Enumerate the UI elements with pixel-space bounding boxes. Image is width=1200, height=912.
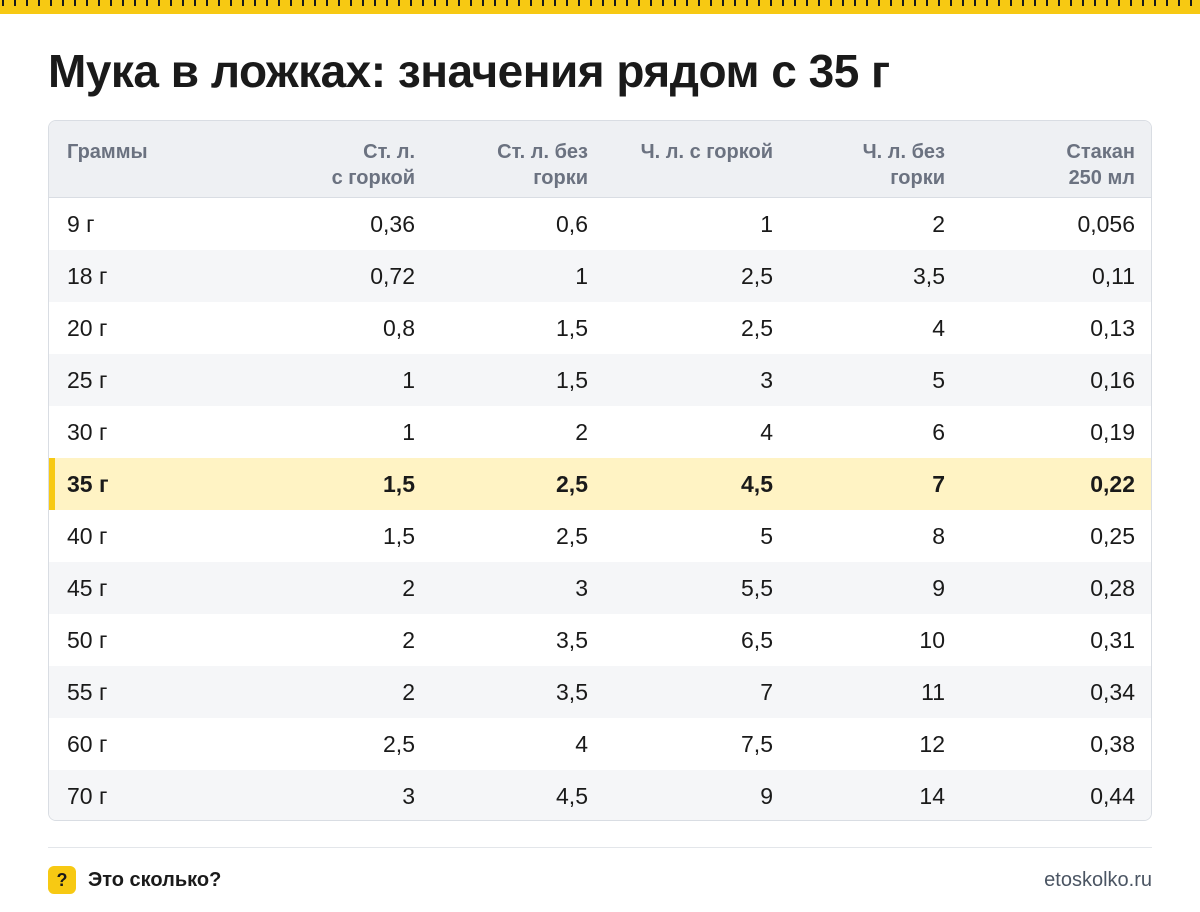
table-row: 60 г 2,5 4 7,5 12 0,38 xyxy=(49,718,1151,770)
cell-grams: 50 г xyxy=(67,626,108,653)
cell-tbsp-level: 2 xyxy=(575,418,588,445)
cell-tbsp-heaped: 2 xyxy=(402,574,415,601)
cell-grams: 55 г xyxy=(67,678,108,705)
header-cup-250ml: Стакан 250 мл xyxy=(1066,141,1135,189)
cell-grams: 70 г xyxy=(67,782,108,809)
header-grams: Граммы xyxy=(67,141,148,163)
table-body: 9 г 0,36 0,6 1 2 0,056 18 г 0,72 1 2,5 3,5 0,11 20 г… xyxy=(49,198,1151,820)
header-tbsp-level: Ст. л. без горки xyxy=(497,141,588,189)
cell-tbsp-level: 1,5 xyxy=(556,366,588,393)
cell-grams: 40 г xyxy=(67,522,108,549)
cell-tsp-level: 12 xyxy=(919,730,945,757)
table-header: Граммы Ст. л. с горкой Ст. л. без горки … xyxy=(49,121,1151,198)
cell-tbsp-level: 1 xyxy=(575,262,588,289)
cell-cup-250ml: 0,31 xyxy=(1090,626,1135,653)
cell-tsp-level: 4 xyxy=(932,314,945,341)
table-row: 25 г 1 1,5 3 5 0,16 xyxy=(49,354,1151,406)
table-row: 20 г 0,8 1,5 2,5 4 0,13 xyxy=(49,302,1151,354)
cell-grams: 9 г xyxy=(67,210,95,237)
cell-tbsp-heaped: 1 xyxy=(402,418,415,445)
cell-tbsp-level: 2,5 xyxy=(556,522,588,549)
cell-cup-250ml: 0,25 xyxy=(1090,522,1135,549)
cell-cup-250ml: 0,16 xyxy=(1090,366,1135,393)
cell-tsp-level: 5 xyxy=(932,366,945,393)
table-row: 45 г 2 3 5,5 9 0,28 xyxy=(49,562,1151,614)
cell-grams: 20 г xyxy=(67,314,108,341)
cell-tsp-heaped: 1 xyxy=(760,210,773,237)
cell-tbsp-level: 3,5 xyxy=(556,678,588,705)
cell-tbsp-level: 0,6 xyxy=(556,210,588,237)
cell-tbsp-level: 1,5 xyxy=(556,314,588,341)
cell-cup-250ml: 0,22 xyxy=(1090,470,1135,497)
cell-grams: 35 г xyxy=(67,470,109,497)
cell-tsp-level: 2 xyxy=(932,210,945,237)
brand-name: Это сколько? xyxy=(88,869,222,891)
table-row: 70 г 3 4,5 9 14 0,44 xyxy=(49,770,1151,820)
cell-tbsp-heaped: 1,5 xyxy=(383,522,415,549)
cell-tbsp-heaped: 2,5 xyxy=(383,730,415,757)
cell-tbsp-heaped: 0,8 xyxy=(383,314,415,341)
cell-grams: 60 г xyxy=(67,730,108,757)
table-row: 18 г 0,72 1 2,5 3,5 0,11 xyxy=(49,250,1151,302)
table-row: 9 г 0,36 0,6 1 2 0,056 xyxy=(49,198,1151,250)
cell-grams: 30 г xyxy=(67,418,108,445)
cell-tsp-heaped: 2,5 xyxy=(741,314,773,341)
cell-tsp-heaped: 5 xyxy=(760,522,773,549)
cell-tbsp-heaped: 2 xyxy=(402,678,415,705)
cell-grams: 25 г xyxy=(67,366,108,393)
cell-tbsp-level: 3,5 xyxy=(556,626,588,653)
cell-tsp-heaped: 7 xyxy=(760,678,773,705)
cell-tbsp-level: 3 xyxy=(575,574,588,601)
page-title: Мука в ложках: значения рядом с 35 г xyxy=(48,45,890,97)
header-tbsp-heaped: Ст. л. с горкой xyxy=(331,141,415,189)
table-row: 55 г 2 3,5 7 11 0,34 xyxy=(49,666,1151,718)
question-mark-icon: ? xyxy=(48,866,76,894)
table-row-highlighted: 35 г 1,5 2,5 4,5 7 0,22 xyxy=(49,458,1151,510)
cell-tbsp-heaped: 0,36 xyxy=(370,210,415,237)
cell-tbsp-level: 2,5 xyxy=(556,470,588,497)
cell-tsp-level: 11 xyxy=(921,678,945,705)
ruler-strip xyxy=(0,0,1200,14)
cell-cup-250ml: 0,28 xyxy=(1090,574,1135,601)
cell-cup-250ml: 0,11 xyxy=(1091,262,1135,289)
cell-tbsp-heaped: 1,5 xyxy=(383,470,415,497)
cell-tsp-level: 14 xyxy=(919,782,945,809)
cell-cup-250ml: 0,19 xyxy=(1090,418,1135,445)
cell-cup-250ml: 0,38 xyxy=(1090,730,1135,757)
cell-tsp-heaped: 4,5 xyxy=(741,470,773,497)
cell-tbsp-heaped: 3 xyxy=(402,782,415,809)
cell-grams: 18 г xyxy=(67,262,108,289)
cell-tsp-heaped: 6,5 xyxy=(741,626,773,653)
cell-tsp-heaped: 2,5 xyxy=(741,262,773,289)
cell-tbsp-heaped: 2 xyxy=(402,626,415,653)
cell-tbsp-heaped: 1 xyxy=(402,366,415,393)
footer-divider xyxy=(48,847,1152,848)
cell-tsp-level: 6 xyxy=(932,418,945,445)
header-tsp-heaped: Ч. л. с горкой xyxy=(640,141,773,163)
cell-tbsp-level: 4 xyxy=(575,730,588,757)
cell-tbsp-heaped: 0,72 xyxy=(370,262,415,289)
table-row: 40 г 1,5 2,5 5 8 0,25 xyxy=(49,510,1151,562)
cell-tsp-heaped: 4 xyxy=(760,418,773,445)
cell-tsp-level: 9 xyxy=(932,574,945,601)
header-tsp-level: Ч. л. без горки xyxy=(862,141,945,189)
cell-tsp-heaped: 3 xyxy=(760,366,773,393)
conversion-table: Граммы Ст. л. с горкой Ст. л. без горки … xyxy=(48,120,1152,821)
site-link[interactable]: etoskolko.ru xyxy=(1044,869,1152,891)
cell-grams: 45 г xyxy=(67,574,108,601)
cell-tsp-heaped: 9 xyxy=(760,782,773,809)
cell-tsp-heaped: 5,5 xyxy=(741,574,773,601)
table-row: 30 г 1 2 4 6 0,19 xyxy=(49,406,1151,458)
cell-tsp-level: 10 xyxy=(919,626,945,653)
cell-tsp-heaped: 7,5 xyxy=(741,730,773,757)
cell-cup-250ml: 0,34 xyxy=(1090,678,1135,705)
cell-tsp-level: 8 xyxy=(932,522,945,549)
cell-cup-250ml: 0,056 xyxy=(1077,210,1135,237)
cell-cup-250ml: 0,13 xyxy=(1090,314,1135,341)
cell-cup-250ml: 0,44 xyxy=(1090,782,1135,809)
cell-tbsp-level: 4,5 xyxy=(556,782,588,809)
cell-tsp-level: 3,5 xyxy=(913,262,945,289)
cell-tsp-level: 7 xyxy=(932,470,945,497)
table-row: 50 г 2 3,5 6,5 10 0,31 xyxy=(49,614,1151,666)
